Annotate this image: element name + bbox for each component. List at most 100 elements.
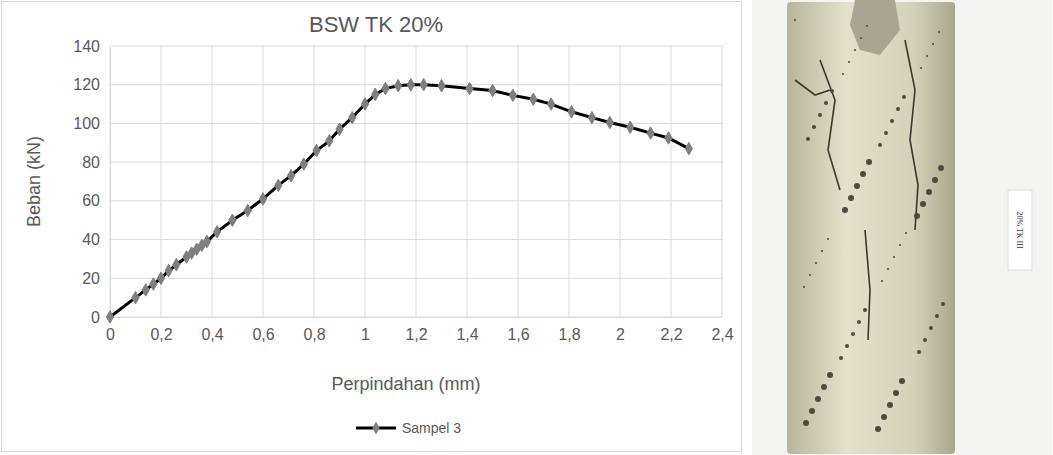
grid-line-x <box>671 46 672 317</box>
specimen-pore <box>824 101 828 105</box>
data-point <box>568 106 575 118</box>
x-axis-title: Perpindahan (mm) <box>331 374 480 394</box>
legend: Sampel 3 <box>356 420 461 436</box>
data-point <box>244 204 251 216</box>
y-axis-title: Beban (kN) <box>24 136 44 227</box>
specimen-pore <box>854 49 856 51</box>
tick-label: 1,2 <box>405 326 427 343</box>
data-point <box>530 93 537 105</box>
data-point <box>287 169 294 181</box>
specimen-crack <box>905 40 918 230</box>
data-point <box>300 158 307 170</box>
specimen-pore <box>920 67 922 69</box>
data-point <box>142 284 149 296</box>
tick: 0,6 <box>252 317 274 343</box>
tick-label: 2,4 <box>711 326 733 343</box>
tick-label: 140 <box>73 38 100 55</box>
specimen-pore <box>821 384 827 390</box>
canvas: 00,20,40,60,811,21,41,61,822,22,40204060… <box>0 0 1053 455</box>
axis-line <box>111 317 723 318</box>
data-point <box>336 123 343 135</box>
tick-label: 2 <box>616 326 625 343</box>
tick-label: 0,4 <box>201 326 223 343</box>
specimen-pore <box>809 408 815 414</box>
specimen-pore <box>926 189 932 195</box>
tick-label: 2,2 <box>660 326 682 343</box>
specimen-body <box>787 2 955 454</box>
specimen-pore <box>938 31 940 33</box>
specimen-pore <box>899 244 901 246</box>
specimen-pore <box>917 350 921 354</box>
data-point <box>685 142 692 154</box>
tick: 120 <box>73 76 110 93</box>
x-axis: 00,20,40,60,811,21,41,61,822,22,4 <box>106 317 734 343</box>
data-point <box>588 111 595 123</box>
grid <box>110 46 722 317</box>
specimen-pore <box>854 183 860 189</box>
specimen-pore <box>887 268 889 270</box>
tick: 2,4 <box>711 317 733 343</box>
tick-label: 20 <box>82 270 100 287</box>
tick-label: 0 <box>106 326 115 343</box>
grid-line-x <box>569 46 570 317</box>
specimen-pore <box>809 274 811 276</box>
specimen-pore <box>848 195 854 201</box>
tick-label: 80 <box>82 154 100 171</box>
legend-marker <box>372 422 379 434</box>
specimen-pore <box>803 420 809 426</box>
specimen-pore <box>905 232 907 234</box>
specimen-pore <box>827 372 833 378</box>
tick: 0,8 <box>303 317 325 343</box>
data-point <box>150 278 157 290</box>
data-point <box>229 214 236 226</box>
tick-label: 40 <box>82 231 100 248</box>
specimen-pore <box>878 143 882 147</box>
data-point <box>259 193 266 205</box>
data-point <box>395 79 402 91</box>
tick-label: 1,4 <box>456 326 478 343</box>
data-line <box>110 85 689 317</box>
specimen-pore <box>938 165 944 171</box>
specimen-pore <box>848 61 850 63</box>
tick: 1 <box>361 317 370 343</box>
tick: 40 <box>82 231 110 248</box>
tick: 0,4 <box>201 317 223 343</box>
specimen-pore <box>923 338 927 342</box>
grid-line-x <box>365 46 366 317</box>
data-point <box>548 98 555 110</box>
specimen-crack <box>865 230 870 340</box>
grid-line-x <box>518 46 519 317</box>
specimen-pore <box>929 326 933 330</box>
specimen-pore <box>887 402 893 408</box>
specimen-pore <box>881 280 883 282</box>
data-point <box>173 258 180 270</box>
tick-label: 120 <box>73 76 100 93</box>
specimen-pore <box>935 314 939 318</box>
specimen-pore <box>815 396 821 402</box>
data-point <box>438 79 445 91</box>
tick: 80 <box>82 154 110 171</box>
tick-label: 1,8 <box>558 326 580 343</box>
specimen-crack <box>820 60 840 190</box>
legend-label: Sampel 3 <box>402 420 461 436</box>
grid-line-x <box>263 46 264 317</box>
data-point <box>213 226 220 238</box>
tick: 60 <box>82 192 110 209</box>
specimen-pore <box>821 250 823 252</box>
tick-label: 0,6 <box>252 326 274 343</box>
data-point <box>606 116 613 128</box>
tick: 20 <box>82 270 110 287</box>
tick-label: 0,2 <box>150 326 172 343</box>
specimen-pore <box>818 113 822 117</box>
tick-label: 0,8 <box>303 326 325 343</box>
tick-label: 100 <box>73 115 100 132</box>
data-point <box>349 111 356 123</box>
specimen-pore <box>860 37 862 39</box>
data-point <box>106 311 113 323</box>
data-point <box>313 144 320 156</box>
tick: 100 <box>73 115 110 132</box>
tick: 1,8 <box>558 317 580 343</box>
data-point <box>489 84 496 96</box>
y-axis: 020406080100120140 <box>73 38 110 326</box>
tick: 0,2 <box>150 317 172 343</box>
